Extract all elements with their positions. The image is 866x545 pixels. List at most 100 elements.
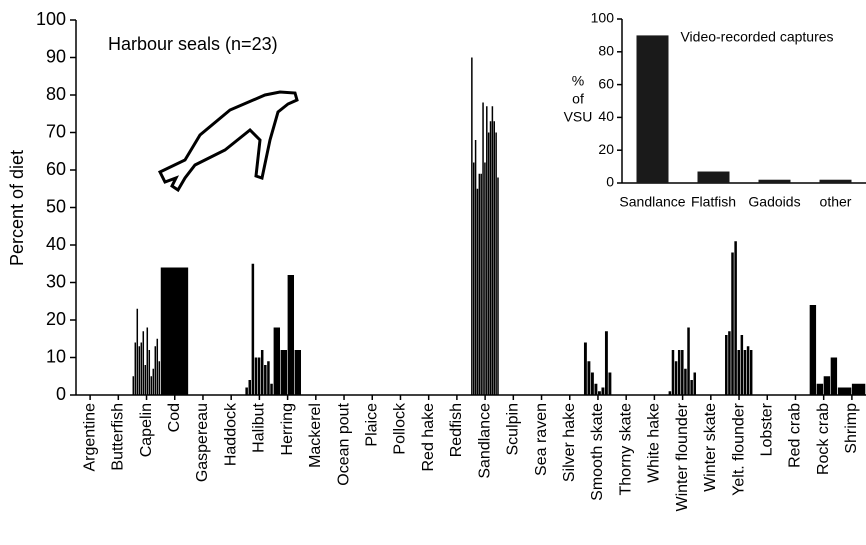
bar xyxy=(156,338,159,395)
bar xyxy=(681,350,684,395)
x-tick-label: Sandlance xyxy=(619,194,685,210)
x-tick-label: Silver hake xyxy=(561,403,578,482)
annotation: Harbour seals (n=23) xyxy=(108,34,278,54)
x-tick-label: Sculpin xyxy=(505,403,522,455)
bar xyxy=(245,387,248,395)
bar xyxy=(583,342,587,395)
bar xyxy=(830,357,838,395)
y-tick-label: 90 xyxy=(46,46,66,66)
bar xyxy=(690,380,693,395)
bar xyxy=(154,346,157,395)
y-tick-label: 40 xyxy=(46,234,66,254)
y-tick-label: 60 xyxy=(598,75,614,91)
bar xyxy=(587,361,591,395)
x-tick-label: Ocean pout xyxy=(335,402,352,485)
bar xyxy=(725,335,728,395)
x-tick-label: Sea raven xyxy=(533,403,550,476)
bar xyxy=(687,327,690,395)
x-tick-label: Mackerel xyxy=(307,403,324,468)
y-tick-label: 80 xyxy=(46,84,66,104)
bar xyxy=(270,383,273,395)
bar xyxy=(489,121,492,395)
bar xyxy=(734,241,737,395)
x-tick-label: Thorny skate xyxy=(617,403,634,496)
x-tick-label: Red hake xyxy=(420,403,437,472)
bar xyxy=(758,179,791,183)
x-tick-label: Redfish xyxy=(448,403,465,457)
x-tick-label: Flatfish xyxy=(691,194,736,210)
bar xyxy=(484,162,486,395)
bar xyxy=(482,102,484,395)
y-tick-label: 10 xyxy=(46,346,66,366)
bar xyxy=(737,350,740,395)
bar xyxy=(697,171,730,183)
bar xyxy=(148,350,151,395)
x-tick-label: Lobster xyxy=(758,402,775,456)
bar xyxy=(248,380,252,395)
bar xyxy=(668,391,672,395)
bar xyxy=(590,372,594,395)
bar xyxy=(136,308,139,395)
bar xyxy=(264,365,267,395)
inset-title: Video-recorded captures xyxy=(680,29,833,45)
bar xyxy=(257,357,261,395)
y-axis-label: % xyxy=(572,73,584,89)
bar xyxy=(495,132,497,395)
bar xyxy=(837,387,852,395)
bar xyxy=(601,387,605,395)
bar xyxy=(823,376,831,395)
bar xyxy=(294,350,302,395)
bar xyxy=(138,346,141,395)
x-tick-label: Herring xyxy=(279,403,296,455)
bar xyxy=(491,106,494,395)
x-tick-label: Gadoids xyxy=(748,194,800,210)
bar xyxy=(472,162,475,395)
bar xyxy=(160,267,189,395)
y-tick-label: 70 xyxy=(46,121,66,141)
y-axis-label: VSU xyxy=(564,109,593,125)
x-tick-label: Yelt. flounder xyxy=(730,402,747,495)
bar xyxy=(816,383,824,395)
bar xyxy=(743,350,747,395)
y-tick-label: 60 xyxy=(46,159,66,179)
bar xyxy=(144,365,147,395)
y-tick-label: 80 xyxy=(598,43,614,59)
x-tick-label: Butterfish xyxy=(110,403,127,471)
bar xyxy=(487,132,490,395)
y-tick-label: 20 xyxy=(598,141,614,157)
bar xyxy=(480,173,482,395)
x-tick-label: Capelin xyxy=(138,403,155,457)
y-tick-label: 0 xyxy=(606,174,614,190)
bar xyxy=(597,391,601,395)
bar xyxy=(254,357,258,395)
x-tick-label: Sandlance xyxy=(476,403,493,479)
x-tick-label: Red crab xyxy=(787,403,804,468)
x-tick-label: Winter skate xyxy=(702,403,719,492)
bar xyxy=(471,57,473,395)
y-tick-label: 30 xyxy=(46,271,66,291)
bar xyxy=(267,361,270,395)
bar xyxy=(280,350,288,395)
bar xyxy=(749,350,753,395)
bar xyxy=(158,361,161,395)
x-tick-label: Pollock xyxy=(392,402,409,455)
y-axis-label: Percent of diet xyxy=(7,150,27,266)
x-tick-label: Haddock xyxy=(222,402,239,466)
bar xyxy=(604,331,608,395)
bar xyxy=(132,376,135,395)
bar xyxy=(140,342,143,395)
bar xyxy=(260,350,264,395)
x-tick-label: Gaspereau xyxy=(194,403,211,482)
bar xyxy=(497,177,499,395)
bar xyxy=(636,35,669,184)
y-tick-label: 100 xyxy=(36,9,66,29)
bar xyxy=(493,121,496,395)
bar xyxy=(146,327,149,395)
bar xyxy=(251,263,255,395)
bar xyxy=(142,331,145,395)
bar xyxy=(819,179,852,183)
bar xyxy=(608,372,612,395)
bar xyxy=(677,350,681,395)
seal-drawing xyxy=(157,90,299,193)
